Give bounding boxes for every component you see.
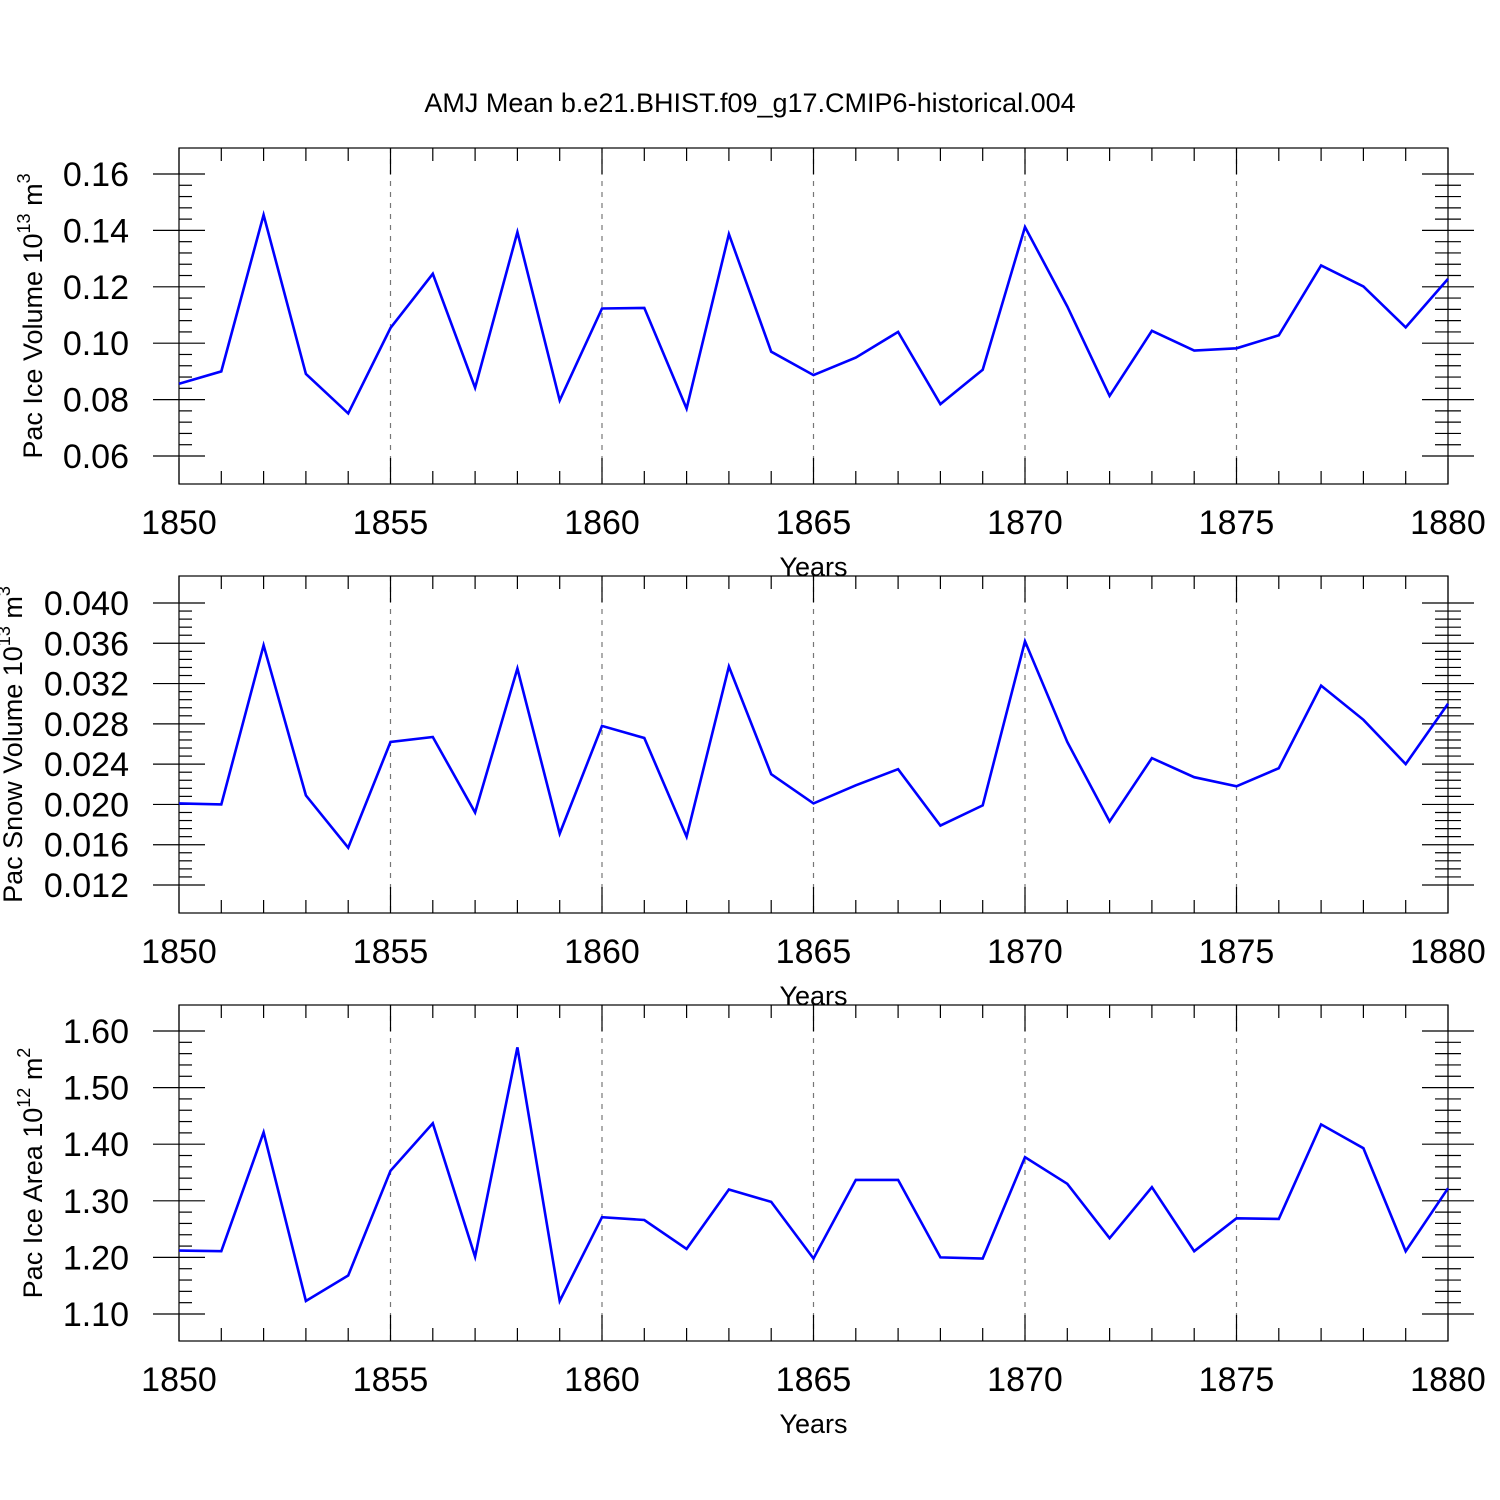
series-line bbox=[178, 637, 1450, 851]
y-axis-title: Pac Ice Area 1012 m2 bbox=[14, 1048, 48, 1299]
y-tick-label: 1.60 bbox=[63, 1013, 129, 1051]
x-tick-label: 1880 bbox=[1410, 933, 1486, 971]
y-tick-label: 0.08 bbox=[63, 382, 129, 420]
series-line bbox=[178, 1047, 1450, 1306]
x-tick-label: 1860 bbox=[564, 504, 640, 542]
y-tick-label: 0.10 bbox=[63, 325, 129, 363]
y-tick-label: 0.036 bbox=[44, 625, 129, 663]
y-axis-title: Pac Snow Volume 1013 m3 bbox=[0, 586, 28, 903]
y-tick-label: 1.40 bbox=[63, 1126, 129, 1164]
figure-title: AMJ Mean b.e21.BHIST.f09_g17.CMIP6-histo… bbox=[424, 88, 1075, 118]
x-tick-label: 1880 bbox=[1410, 504, 1486, 542]
x-tick-label: 1850 bbox=[141, 1361, 217, 1399]
x-tick-label: 1850 bbox=[141, 504, 217, 542]
x-tick-label: 1870 bbox=[987, 933, 1063, 971]
x-tick-label: 1880 bbox=[1410, 1361, 1486, 1399]
chart-panel-2: 1850 1855 1860 1865 1870 1875 18800.0120.0160.… bbox=[0, 575, 1486, 1011]
y-tick-label: 0.024 bbox=[44, 746, 129, 784]
x-tick-label: 1875 bbox=[1199, 1361, 1275, 1399]
y-tick-label: 0.016 bbox=[44, 827, 129, 865]
x-tick-label: 1860 bbox=[564, 1361, 640, 1399]
panels: 1850 1855 1860 1865 1870 1875 1880 0.06 0.08 0.10… bbox=[0, 147, 1486, 1439]
series-line bbox=[178, 209, 1449, 416]
x-axis-title: Years bbox=[779, 1409, 847, 1439]
x-tick-label: 1865 bbox=[776, 1361, 852, 1399]
x-tick-label: 1870 bbox=[987, 504, 1063, 542]
y-tick-label: 1.20 bbox=[63, 1239, 129, 1277]
y-tick-label: 0.028 bbox=[44, 706, 129, 744]
x-tick-label: 1875 bbox=[1199, 504, 1275, 542]
x-tick-label: 1860 bbox=[564, 933, 640, 971]
chart-panel-1: 1850 1855 1860 1865 1870 1875 1880 0.06 0.08 0.10… bbox=[14, 147, 1486, 582]
x-tick-label: 1855 bbox=[353, 1361, 429, 1399]
y-tick-label: 0.12 bbox=[63, 269, 129, 307]
x-tick-label: 1850 bbox=[141, 933, 217, 971]
y-tick-label: 0.14 bbox=[63, 212, 129, 250]
y-tick-label: 0.06 bbox=[63, 438, 129, 476]
y-tick-label: 0.040 bbox=[44, 585, 129, 623]
x-tick-label: 1855 bbox=[353, 504, 429, 542]
y-tick-label: 0.020 bbox=[44, 786, 129, 824]
x-tick-label: 1865 bbox=[776, 504, 852, 542]
y-axis-title: Pac Ice Volume 1013 m3 bbox=[14, 173, 48, 458]
x-tick-label: 1875 bbox=[1199, 933, 1275, 971]
x-tick-label: 1855 bbox=[353, 933, 429, 971]
y-tick-label: 0.012 bbox=[44, 867, 129, 905]
x-tick-label: 1865 bbox=[776, 933, 852, 971]
y-tick-label: 1.30 bbox=[63, 1183, 129, 1221]
y-tick-label: 0.16 bbox=[63, 156, 129, 194]
chart-panel-3: 1850 1855 1860 1865 1870 1875 1880 1.10 1.20 1.30… bbox=[14, 1004, 1486, 1439]
y-tick-label: 1.50 bbox=[63, 1070, 129, 1108]
y-tick-label: 1.10 bbox=[63, 1296, 129, 1334]
x-tick-label: 1870 bbox=[987, 1361, 1063, 1399]
y-tick-label: 0.032 bbox=[44, 666, 129, 704]
